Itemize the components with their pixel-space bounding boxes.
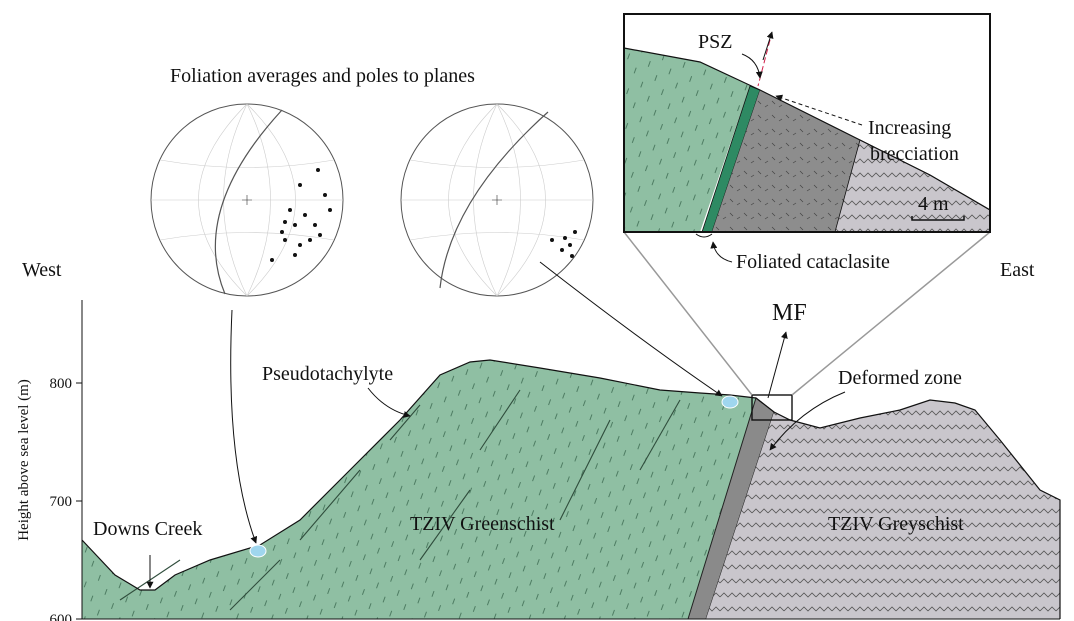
brecciation-label: brecciation	[870, 143, 959, 165]
stereonet-title: Foliation averages and poles to planes	[170, 65, 475, 87]
stereonet	[151, 104, 343, 296]
arrow	[231, 310, 256, 543]
sample-site	[722, 396, 738, 408]
creek-label: Downs Creek	[93, 518, 202, 540]
inset-leader	[624, 232, 752, 395]
scale-label: 4 m	[918, 193, 949, 215]
cross-section: Height above sea level (m) 600 700 800 Wes…	[0, 0, 1074, 621]
y-tick-label: 800	[50, 376, 73, 392]
arrow	[368, 388, 410, 416]
fault-arrow	[768, 332, 786, 398]
y-axis: Height above sea level (m) 600 700 800	[16, 300, 82, 621]
stereonet	[401, 104, 593, 296]
sample-site	[250, 545, 266, 557]
greyschist-label: TZIV Greyschist	[828, 513, 964, 535]
fault-label: MF	[772, 300, 807, 326]
y-tick-label: 700	[50, 494, 73, 510]
cataclasite-label: Foliated cataclasite	[736, 251, 890, 273]
bracket	[696, 234, 712, 237]
brecciation-label: Increasing	[868, 117, 951, 139]
deformed-label: Deformed zone	[838, 367, 962, 389]
y-tick-label: 600	[50, 612, 73, 621]
psz-label: PSZ	[698, 31, 732, 53]
west-label: West	[22, 259, 62, 281]
east-label: East	[1000, 259, 1035, 281]
pseudotachylyte-label: Pseudotachylyte	[262, 363, 393, 385]
greenschist-label: TZIV Greenschist	[410, 513, 555, 535]
arrow	[713, 242, 732, 262]
axis-label: Height above sea level (m)	[16, 379, 32, 541]
